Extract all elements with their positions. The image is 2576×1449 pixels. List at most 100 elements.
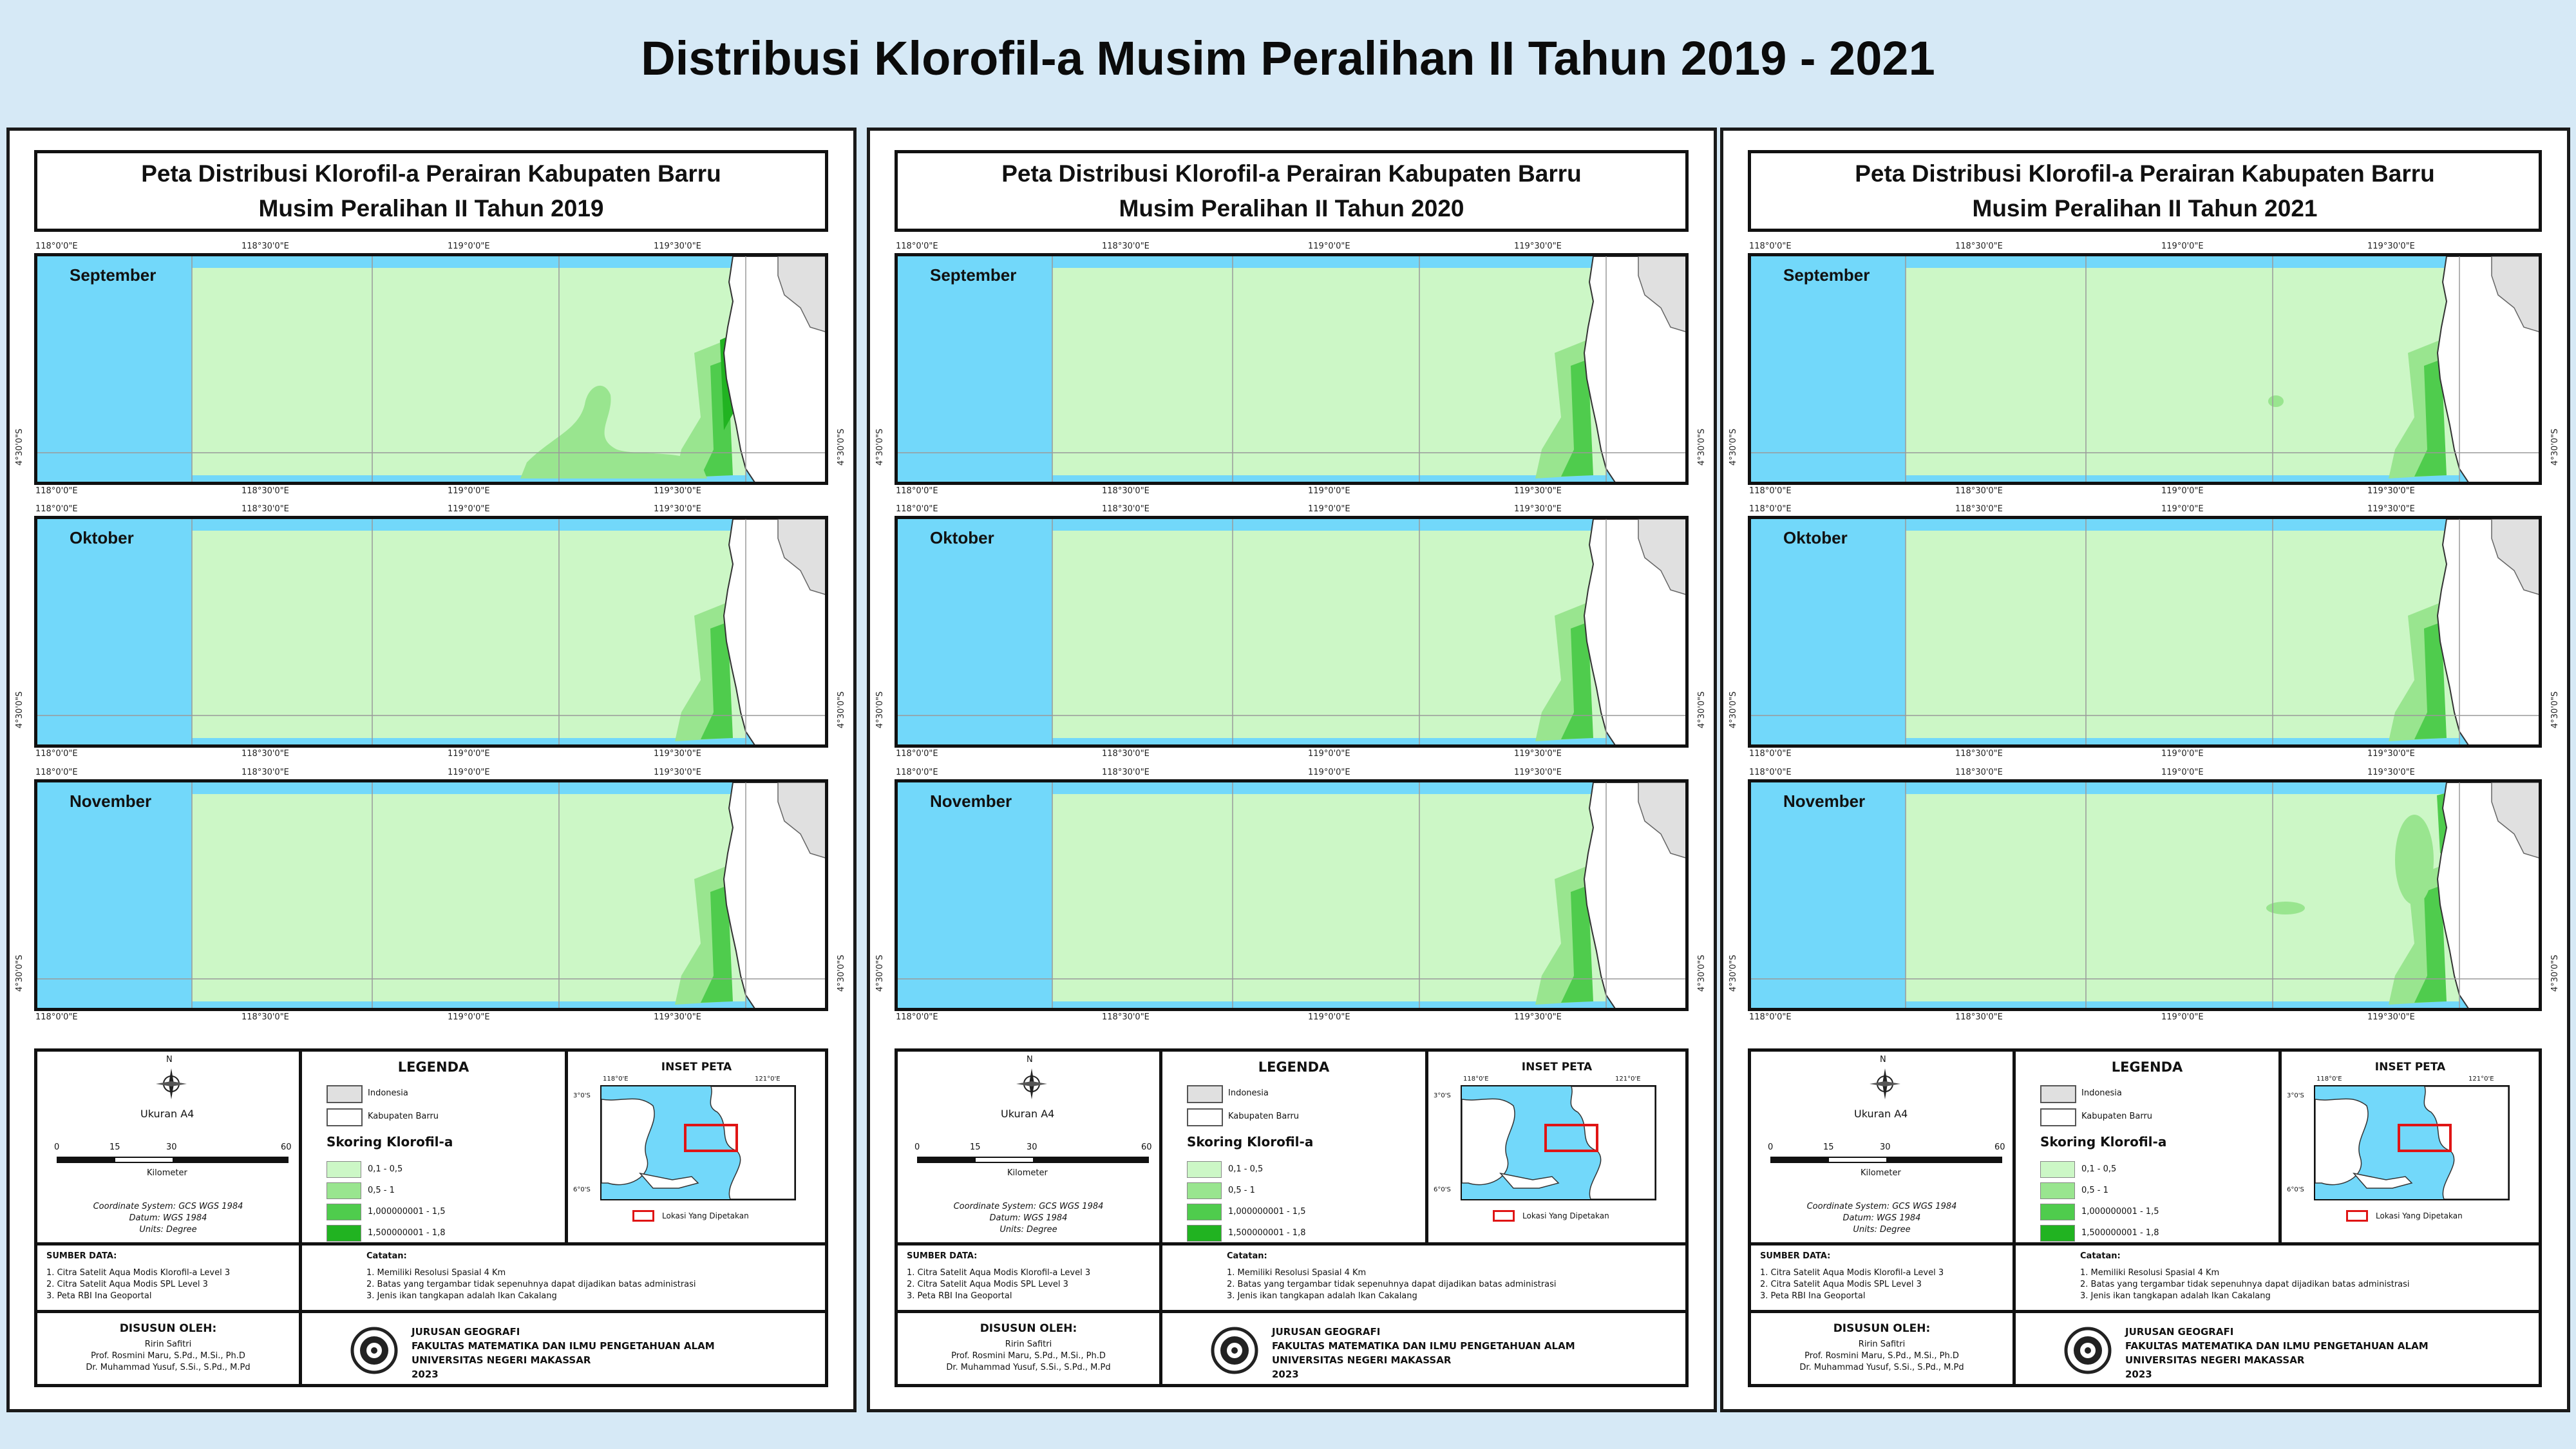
map-title: Peta Distribusi Klorofil-a Perairan Kabu…: [895, 150, 1689, 232]
crs-line: Units: Degree: [999, 1225, 1057, 1235]
lon-label-top: 118°0'0"E: [896, 242, 938, 251]
legend-class-label: 0,5 - 1: [1228, 1186, 1255, 1195]
institution-box: JURUSAN GEOGRAFI FAKULTAS MATEMATIKA DAN…: [2012, 1310, 2542, 1387]
legend-title: LEGENDA: [397, 1059, 469, 1075]
lon-label-bottom: 119°0'0"E: [1308, 749, 1350, 759]
scale-tick: 30: [166, 1142, 177, 1152]
legend-label: Indonesia: [2081, 1088, 2122, 1098]
lon-label-bottom: 118°30'0"E: [242, 486, 289, 496]
chl-class-3-area: [701, 886, 733, 1003]
legend-swatch-class-2: [2040, 1182, 2075, 1199]
scale-tick: 60: [1994, 1142, 2005, 1152]
author-name: Ririn Safitri: [144, 1340, 192, 1349]
source-item: 1. Citra Satelit Aqua Modis Klorofil-a L…: [46, 1268, 231, 1278]
lat-label-right: 4°30'0"S: [2550, 954, 2560, 992]
chlorophyll-map-0: September: [34, 253, 828, 485]
inset-title: INSET PETA: [1521, 1061, 1593, 1074]
institution-line: JURUSAN GEOGRAFI: [412, 1326, 520, 1338]
lon-label-top: 119°30'0"E: [654, 242, 701, 251]
lon-label-top: 118°0'0"E: [35, 242, 78, 251]
land-kabupaten: [1583, 519, 1685, 744]
legend-class-label: 0,5 - 1: [368, 1186, 395, 1195]
legend-swatch-class-1: [2040, 1161, 2075, 1178]
chlorophyll-map-2: November: [895, 779, 1689, 1011]
legend-swatch-class-1: [327, 1161, 361, 1178]
note-item: 2. Batas yang tergambar tidak sepenuhnya…: [366, 1280, 696, 1289]
legend-class-label: 0,1 - 0,5: [368, 1164, 403, 1174]
institution-line: 2023: [2125, 1368, 2152, 1380]
legend-class-label: 1,500000001 - 1,8: [2081, 1228, 2159, 1238]
lat-label-left: 4°30'0"S: [1728, 428, 1738, 466]
legend-skoring-title: Skoring Klorofil-a: [2040, 1134, 2167, 1150]
lon-label-bottom: 118°30'0"E: [1102, 749, 1150, 759]
land-indonesia: [777, 782, 825, 858]
compass-icon: [1870, 1068, 1900, 1099]
land-kabupaten: [2436, 256, 2539, 482]
lat-label-left: 4°30'0"S: [15, 428, 24, 466]
inset-caption: Lokasi Yang Dipetakan: [1522, 1211, 1609, 1220]
lon-label-top: 119°0'0"E: [1308, 504, 1350, 514]
author-title: DISUSUN OLEH:: [980, 1322, 1077, 1335]
land-kabupaten: [723, 519, 825, 744]
inset-land: [2352, 1172, 2413, 1189]
lon-label-top: 118°30'0"E: [1955, 768, 2003, 777]
paper-size: Ukuran A4: [140, 1108, 194, 1120]
scale-tick: 15: [970, 1142, 981, 1152]
advisor-name: Prof. Rosmini Maru, S.Pd., M.Si., Ph.D: [951, 1351, 1106, 1361]
map-title-line1: Peta Distribusi Klorofil-a Perairan Kabu…: [1855, 160, 2435, 187]
lon-label-bottom: 118°0'0"E: [35, 749, 78, 759]
lon-label-bottom: 119°0'0"E: [1308, 1012, 1350, 1022]
legend-swatch-class-4: [2040, 1225, 2075, 1242]
institution-line: JURUSAN GEOGRAFI: [2125, 1326, 2234, 1338]
paper-size: Ukuran A4: [1001, 1108, 1055, 1120]
inset-location-box: [684, 1124, 738, 1152]
legend-swatch-class-3: [327, 1204, 361, 1220]
inset-land: [2423, 1086, 2508, 1199]
lon-label-bottom: 119°30'0"E: [1514, 1012, 1562, 1022]
lon-label-top: 119°0'0"E: [448, 242, 490, 251]
legend-swatch-class-4: [1187, 1225, 1222, 1242]
lon-label-bottom: 118°0'0"E: [1749, 749, 1792, 759]
institution-line: FAKULTAS MATEMATIKA DAN ILMU PENGETAHUAN…: [412, 1340, 715, 1352]
lon-label-top: 118°30'0"E: [1102, 242, 1150, 251]
lon-label-top: 118°30'0"E: [1955, 242, 2003, 251]
note-item: 1. Memiliki Resolusi Spasial 4 Km: [2080, 1268, 2220, 1278]
lon-label-top: 118°30'0"E: [242, 242, 289, 251]
legend-class-label: 0,5 - 1: [2081, 1186, 2108, 1195]
note-item: 3. Jenis ikan tangkapan adalah Ikan Caka…: [2080, 1291, 2271, 1301]
lon-label-bottom: 119°0'0"E: [2161, 486, 2204, 496]
land-kabupaten: [1583, 782, 1685, 1008]
legend-swatch-class-3: [1187, 1204, 1222, 1220]
land-indonesia: [2491, 256, 2539, 332]
inset-land: [1462, 1098, 1515, 1186]
land-indonesia: [2491, 519, 2539, 595]
institution-line: UNIVERSITAS NEGERI MAKASSAR: [412, 1354, 591, 1366]
sources-box: SUMBER DATA: 1. Citra Satelit Aqua Modis…: [34, 1242, 302, 1313]
author-box: DISUSUN OLEH: Ririn Safitri Prof. Rosmin…: [895, 1310, 1162, 1387]
inset-lat-bottom: 6°0'S: [1434, 1186, 1451, 1193]
inset-land: [601, 1098, 655, 1186]
inset-location-box: [1544, 1124, 1598, 1152]
source-item: 3. Peta RBI Ina Geoportal: [1760, 1291, 1866, 1301]
lon-label-bottom: 119°0'0"E: [448, 1012, 490, 1022]
sources-box: SUMBER DATA: 1. Citra Satelit Aqua Modis…: [1748, 1242, 2016, 1313]
legend-class-label: 1,000000001 - 1,5: [2081, 1207, 2159, 1217]
map-panel: Peta Distribusi Klorofil-a Perairan Kabu…: [867, 128, 1717, 1412]
legend-swatch-class-4: [327, 1225, 361, 1242]
north-label: N: [1027, 1055, 1033, 1065]
institution-line: 2023: [412, 1368, 439, 1380]
note-item: 2. Batas yang tergambar tidak sepenuhnya…: [1227, 1280, 1557, 1289]
inset-lat-bottom: 6°0'S: [2287, 1186, 2304, 1193]
legend-box: LEGENDA Indonesia Kabupaten Barru Skorin…: [299, 1048, 568, 1245]
land-indonesia: [1638, 782, 1685, 858]
scale-tick: 0: [914, 1142, 920, 1152]
legend-class-label: 0,1 - 0,5: [2081, 1164, 2117, 1174]
legend-label: Kabupaten Barru: [2081, 1112, 2153, 1121]
note-item: 3. Jenis ikan tangkapan adalah Ikan Caka…: [366, 1291, 557, 1301]
inset-title: INSET PETA: [661, 1061, 732, 1074]
chl-class-1-area: [192, 531, 746, 738]
author-name: Ririn Safitri: [1005, 1340, 1052, 1349]
notes-title: Catatan:: [2080, 1251, 2121, 1261]
lon-label-top: 118°30'0"E: [1102, 768, 1150, 777]
university-logo-icon: [1211, 1327, 1258, 1374]
